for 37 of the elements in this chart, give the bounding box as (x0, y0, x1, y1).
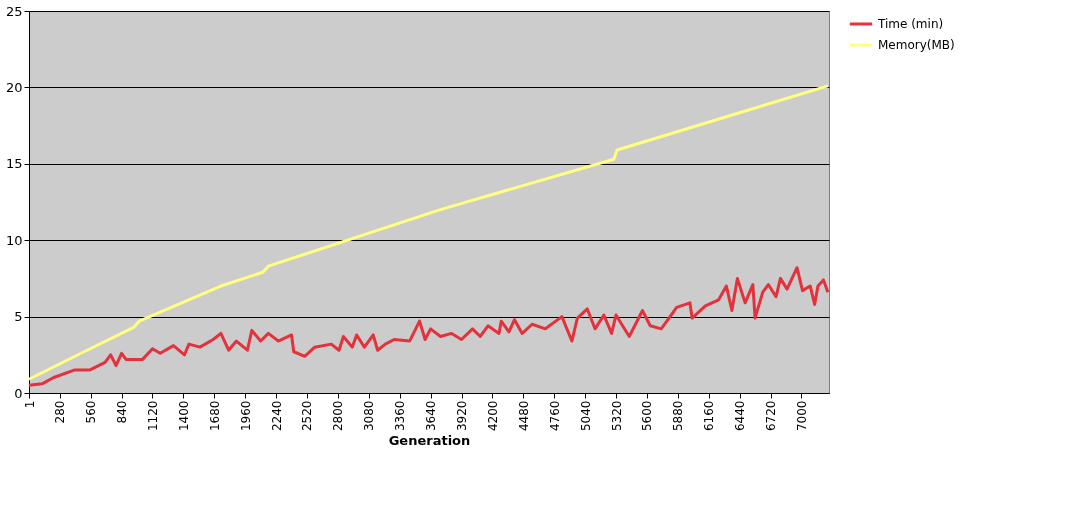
x-tick-label: 6160 (702, 400, 717, 432)
x-tick-label: 4480 (516, 400, 531, 432)
x-tick-label: 1 (22, 400, 37, 409)
legend-label: Time (min) (877, 17, 944, 31)
x-tick-label: 6440 (733, 400, 748, 432)
x-tick-label: 7000 (794, 400, 809, 432)
x-tick-label: 3080 (362, 400, 377, 432)
y-tick-label: 0 (14, 385, 23, 401)
x-tick-label: 4760 (547, 400, 562, 432)
y-tick-label: 25 (5, 3, 23, 19)
x-tick-label: 1400 (176, 400, 191, 432)
x-tick-label: 3920 (455, 400, 469, 432)
x-tick-label: 4200 (485, 400, 500, 432)
x-tick-label: 1960 (238, 400, 253, 432)
x-tick-label: 560 (84, 400, 99, 424)
legend-label: Memory(MB) (878, 38, 955, 52)
line-series (27, 266, 830, 387)
x-tick-label: 1680 (207, 400, 222, 432)
x-tick-label: 2240 (269, 400, 284, 432)
y-tick-label: 20 (5, 79, 23, 95)
x-tick-label: 3360 (393, 400, 408, 432)
x-tick-label: 5040 (578, 400, 593, 432)
x-tick-label: 2800 (331, 400, 346, 432)
y-tick-label: 10 (5, 232, 23, 248)
x-tick-label: 5320 (609, 400, 624, 432)
x-tick-label: 840 (115, 400, 130, 424)
x-tick-label: 1120 (145, 400, 160, 432)
line-series (27, 84, 830, 381)
x-tick-label: 3640 (424, 400, 439, 432)
x-tick-label: 5880 (671, 400, 686, 432)
x-tick-label: 6720 (764, 400, 779, 432)
x-tick-label: 280 (53, 400, 68, 424)
x-tick-label: 2520 (300, 400, 315, 432)
y-tick-label: 15 (5, 156, 23, 172)
x-axis-title: Generation (388, 433, 471, 449)
x-tick-label: 5600 (640, 400, 655, 432)
y-tick-label: 5 (14, 309, 23, 325)
